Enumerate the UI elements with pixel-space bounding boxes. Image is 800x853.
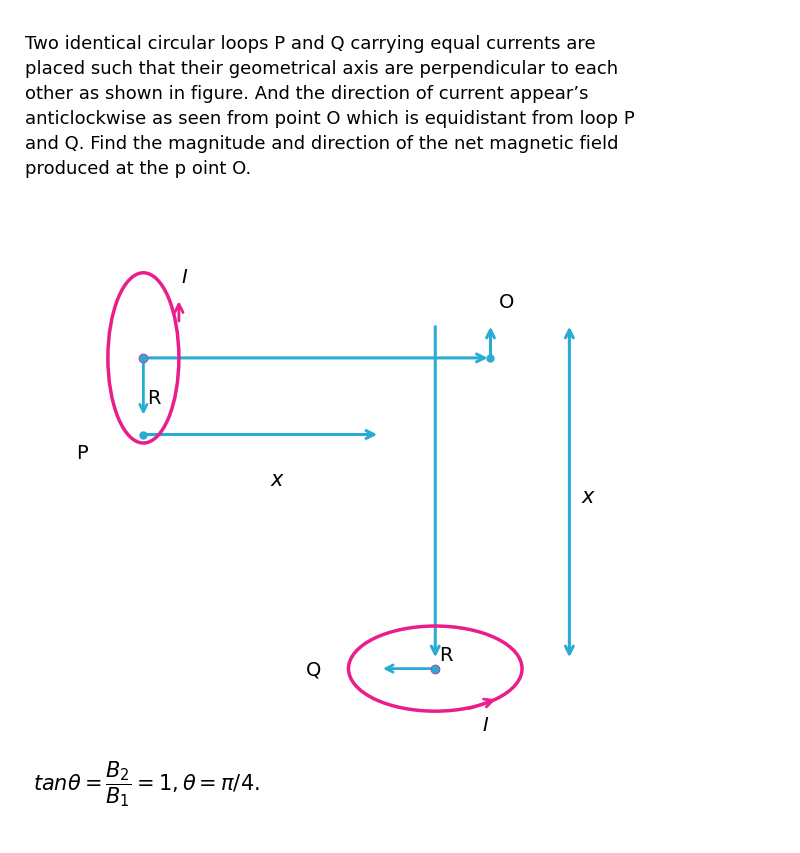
Text: I: I xyxy=(182,267,187,287)
Text: R: R xyxy=(439,646,453,664)
Text: Two identical circular loops P and Q carrying equal currents are
placed such tha: Two identical circular loops P and Q car… xyxy=(25,35,635,178)
Text: O: O xyxy=(498,293,514,311)
Text: $x$: $x$ xyxy=(582,487,596,507)
Text: R: R xyxy=(147,388,161,407)
Text: I: I xyxy=(482,716,488,734)
Text: P: P xyxy=(77,444,88,462)
Text: Q: Q xyxy=(306,659,321,678)
Text: $x$: $x$ xyxy=(270,469,285,489)
Text: $tan\theta = \dfrac{B_2}{B_1} = 1, \theta = \pi/4.$: $tan\theta = \dfrac{B_2}{B_1} = 1, \thet… xyxy=(33,759,260,809)
